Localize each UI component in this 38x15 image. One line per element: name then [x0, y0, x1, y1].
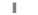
- Bar: [7, 2, 8, 4]
- Bar: [17, 2, 27, 4]
- Text: 25%: 25%: [1, 0, 38, 15]
- Bar: [20, 11, 31, 13]
- Bar: [14, 11, 16, 13]
- Bar: [7, 7, 8, 9]
- Text: 5%: 5%: [0, 0, 28, 15]
- Bar: [8, 7, 11, 9]
- Bar: [8, 2, 11, 4]
- Bar: [4, 11, 5, 13]
- Bar: [11, 2, 14, 4]
- Bar: [14, 7, 17, 9]
- Bar: [14, 2, 17, 4]
- Bar: [12, 11, 14, 13]
- Bar: [5, 11, 12, 13]
- Bar: [25, 7, 34, 9]
- Text: 5%: 5%: [0, 0, 26, 15]
- Text: 5%: 5%: [0, 0, 28, 15]
- Bar: [16, 11, 20, 13]
- Bar: [11, 7, 14, 9]
- Bar: [17, 7, 25, 9]
- Bar: [27, 2, 34, 4]
